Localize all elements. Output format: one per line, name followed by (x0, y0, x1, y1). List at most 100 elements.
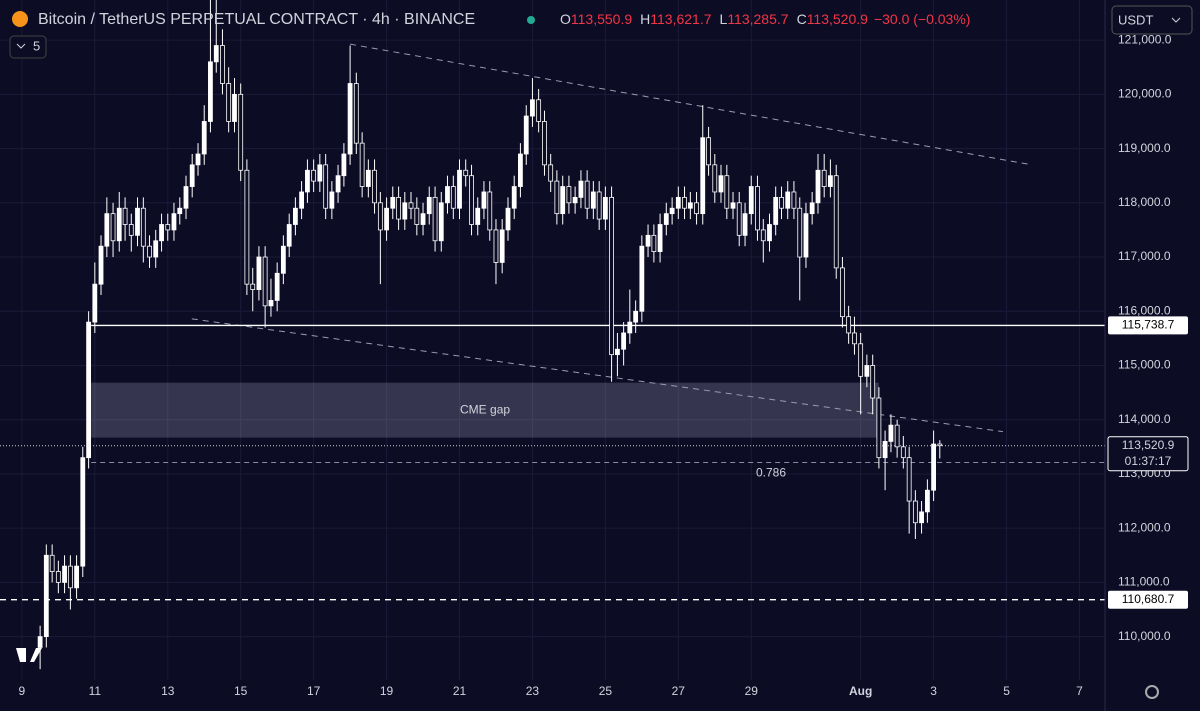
currency[interactable]: USDT (1118, 12, 1153, 27)
ohlc-legend: O113,550.9 H113,621.7 L113,285.7 C113,520.9… (560, 11, 970, 27)
candle-body (110, 213, 116, 242)
candle-body (937, 443, 943, 447)
x-tick-label: 9 (19, 684, 26, 698)
candle-body (864, 365, 870, 377)
legend-key: H (640, 11, 650, 27)
candle-body (584, 180, 590, 209)
settings-icon[interactable] (1145, 685, 1159, 699)
candle-body (280, 245, 286, 274)
candle-body (912, 500, 918, 524)
x-tick-label: 15 (234, 684, 248, 698)
price-label: 115,738.7 (1122, 318, 1175, 332)
countdown: 01:37:17 (1125, 454, 1172, 468)
candle-body (450, 186, 456, 209)
candle-body (487, 191, 493, 231)
candle-body (560, 186, 566, 215)
candle-body (457, 169, 462, 209)
candle-body (523, 115, 529, 155)
y-tick-label: 114,000.0 (1118, 412, 1171, 426)
candle-body (651, 234, 657, 253)
coin-icon (12, 11, 28, 27)
candle-body (286, 224, 292, 247)
tv-logo (16, 648, 42, 662)
candle-body (189, 164, 195, 187)
candle-body (49, 554, 55, 572)
candle-body (372, 169, 377, 204)
price-label-box (1108, 590, 1188, 609)
candle-body (183, 186, 189, 209)
candle-body (882, 441, 888, 459)
candle-body (86, 321, 92, 459)
candle-body (870, 365, 876, 399)
y-tick-label: 115,000.0 (1118, 358, 1171, 372)
candle-body (748, 186, 754, 215)
candle-body (220, 45, 225, 84)
x-tick-label: 17 (307, 684, 321, 698)
candle-body (244, 169, 250, 285)
candle-body (67, 565, 73, 589)
indicator-count[interactable]: 5 (33, 38, 40, 53)
candle-body (43, 554, 49, 638)
candle-body (390, 196, 396, 209)
y-tick-label: 121,000.0 (1118, 32, 1172, 46)
candle-body (602, 196, 608, 220)
candle-body (639, 245, 645, 312)
candle-body (135, 207, 140, 236)
candle-body (377, 202, 383, 231)
candle-body (645, 234, 651, 247)
candle-body (596, 191, 602, 220)
candle-body (353, 83, 359, 144)
candle-body (335, 175, 341, 193)
candle-body (268, 300, 274, 307)
legend-key: O (560, 11, 571, 27)
candle-body (384, 207, 389, 231)
candle-body (840, 267, 845, 318)
candle-body (365, 169, 371, 187)
candle-body (852, 332, 857, 345)
candle-body (62, 565, 67, 583)
candle-body (317, 164, 323, 182)
candle-body (712, 164, 718, 193)
candle-body (578, 180, 584, 198)
x-tick-label: Aug (849, 684, 872, 698)
candle-body (590, 191, 596, 209)
candle-body (687, 202, 693, 209)
candle-body (742, 213, 748, 236)
candle-body (700, 137, 706, 215)
candle-body (426, 196, 432, 215)
candle-body (821, 169, 827, 187)
currency-box[interactable] (1111, 5, 1193, 35)
candle-body (438, 202, 444, 242)
toggle-icon (16, 43, 26, 49)
candle-body (256, 256, 262, 290)
candle-body (894, 424, 900, 448)
candle-body (815, 169, 821, 204)
x-tick-label: 5 (1003, 684, 1010, 698)
candle-body (931, 443, 936, 491)
candle-body (548, 164, 554, 182)
indicator-toggle[interactable] (9, 35, 47, 59)
candle-body (633, 310, 639, 323)
candle-body (718, 175, 724, 193)
candle-body (165, 224, 171, 231)
candle-body (420, 213, 426, 225)
candle-body (785, 191, 791, 209)
y-tick-label: 119,000.0 (1118, 141, 1171, 155)
candle-body (262, 256, 268, 307)
candle-body (213, 45, 219, 63)
x-tick-label: 7 (1076, 684, 1083, 698)
candle-body (147, 245, 152, 258)
candle-body (846, 316, 852, 334)
candle-body (402, 202, 408, 220)
candle-body (694, 202, 699, 215)
x-tick-label: 29 (745, 684, 759, 698)
legend-value: 113,550.9 (571, 11, 632, 27)
candle-body (250, 283, 256, 290)
candle-body (92, 283, 98, 323)
legend-value: 113,520.9 (807, 11, 868, 27)
candle-body (463, 169, 469, 177)
candle-body (153, 240, 159, 258)
candle-body (469, 175, 474, 225)
candle-body (122, 207, 128, 225)
